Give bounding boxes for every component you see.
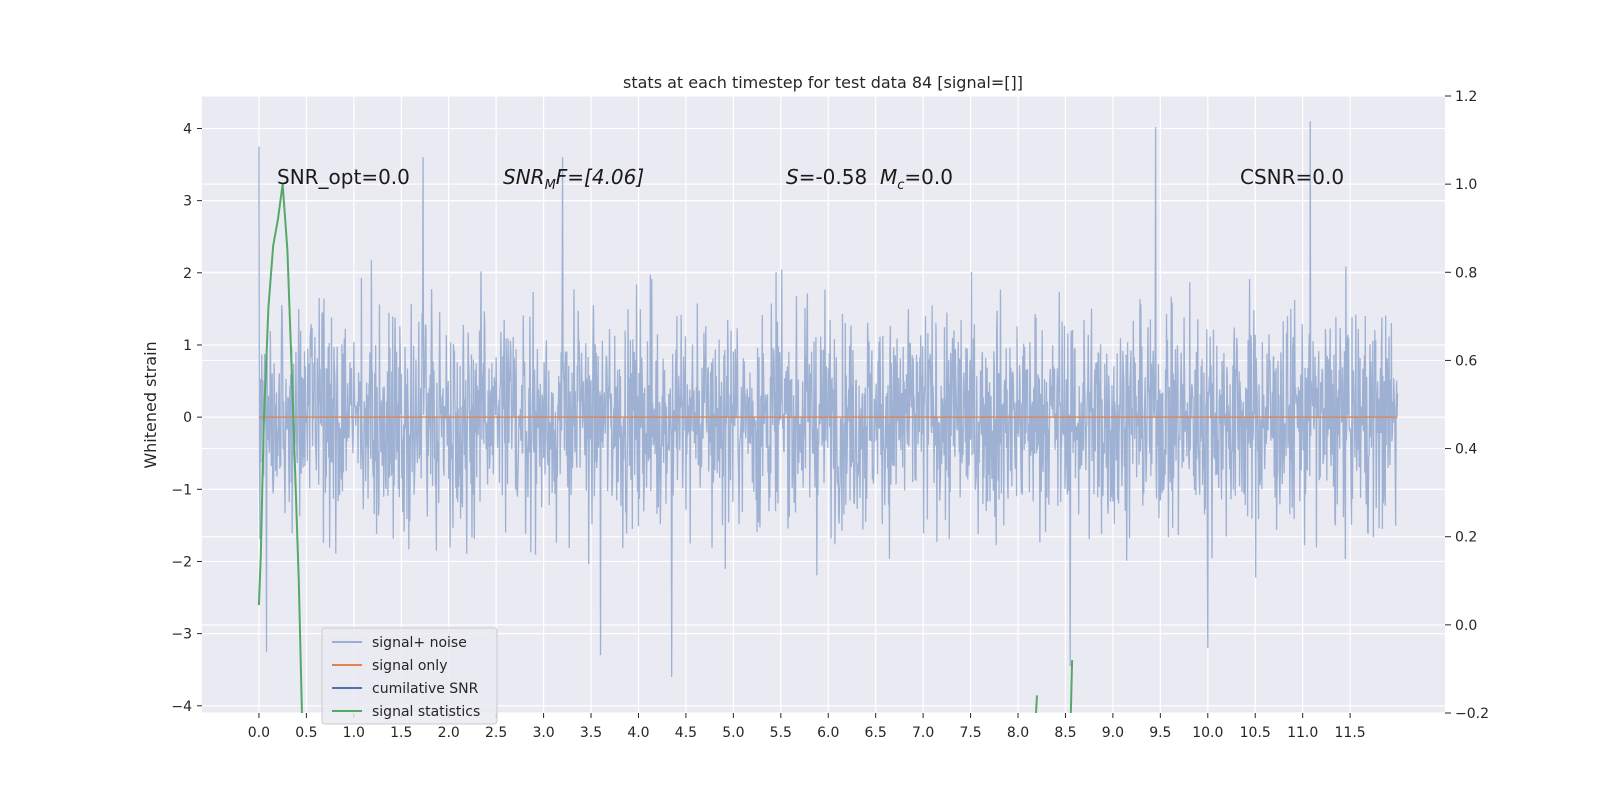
- x-tick-label: 0.5: [295, 725, 317, 741]
- x-tick-label: 6.5: [865, 725, 887, 741]
- snr-mf-main: SNR: [503, 165, 545, 189]
- legend-label: signal+ noise: [372, 635, 467, 651]
- y2-tick-label: 0.6: [1455, 353, 1477, 369]
- y2-tick-label: 1.2: [1455, 89, 1477, 105]
- mc-annotation: Mc=0.0: [880, 165, 953, 193]
- snr-mf-annotation: SNRMF=[4.06]: [503, 165, 644, 193]
- legend-label: signal only: [372, 658, 447, 674]
- y-tick-label: 1: [183, 338, 192, 354]
- y-tick-label: 3: [183, 194, 192, 210]
- y-axis-label: Whitened strain: [141, 341, 160, 468]
- x-tick-label: 5.0: [722, 725, 744, 741]
- y2-tick-label: 1.0: [1455, 177, 1477, 193]
- x-tick-label: 8.0: [1007, 725, 1029, 741]
- legend: signal+ noise signal only cumilative SNR si…: [321, 627, 498, 725]
- x-tick-label: 2.5: [485, 725, 507, 741]
- signal-statistics-line: [257, 184, 303, 713]
- signal-noise-series: [258, 121, 1399, 677]
- x-tick-label: 7.5: [959, 725, 981, 741]
- y-tick-label: −2: [171, 554, 192, 570]
- snr-opt-annotation: SNR_opt=0.0: [277, 165, 410, 189]
- y2-tick-label: −0.2: [1455, 706, 1489, 722]
- mc-label: M: [880, 165, 897, 189]
- x-tick-label: 4.5: [675, 725, 697, 741]
- signal-noise-line: [258, 121, 1399, 677]
- x-tick-label: 0.0: [248, 725, 270, 741]
- y-tick-label: −4: [171, 699, 192, 715]
- s-label: S: [786, 165, 799, 189]
- snr-mf-sub: M: [545, 178, 556, 193]
- x-tick-label: 4.0: [627, 725, 649, 741]
- y-axis-right: 1.2 1.0 0.8 0.6 0.4 0.2 0.0 −0.2: [1445, 89, 1489, 722]
- y-tick-label: −1: [171, 482, 192, 498]
- s-annotation: S=-0.58: [786, 165, 867, 189]
- y-tick-label: 4: [183, 121, 192, 137]
- x-tick-label: 11.5: [1335, 725, 1366, 741]
- x-axis: 0.0 0.5 1.0 1.5 2.0 2.5 3.0 3.5 4.0 4.5 5.0 5.5 6.0 6…: [248, 713, 1366, 741]
- y-axis-left: 4 3 2 1 0 −1 −2 −3 −4: [171, 121, 202, 715]
- y-tick-label: 2: [183, 266, 192, 282]
- x-tick-label: 2.0: [438, 725, 460, 741]
- x-tick-label: 10.0: [1192, 725, 1223, 741]
- signal-statistics-line: [1069, 660, 1074, 713]
- legend-box: [321, 627, 498, 725]
- mc-value: =0.0: [904, 165, 953, 189]
- annotations: SNR_opt=0.0 SNRMF=[4.06] S=-0.58 Mc=0.0 …: [277, 165, 1344, 193]
- legend-label: signal statistics: [372, 704, 480, 720]
- chart-title: stats at each timestep for test data 84 …: [623, 73, 1023, 92]
- y-tick-label: −3: [171, 627, 192, 643]
- s-value: =-0.58: [799, 165, 868, 189]
- y2-tick-label: 0.4: [1455, 442, 1477, 458]
- x-tick-label: 8.5: [1054, 725, 1076, 741]
- x-tick-label: 6.0: [817, 725, 839, 741]
- x-tick-label: 10.5: [1240, 725, 1271, 741]
- x-tick-label: 9.0: [1102, 725, 1124, 741]
- signal-statistics-line: [1034, 695, 1038, 713]
- y2-tick-label: 0.8: [1455, 265, 1477, 281]
- y-tick-label: 0: [183, 410, 192, 426]
- y2-tick-label: 0.2: [1455, 530, 1477, 546]
- mc-sub: c: [897, 178, 904, 193]
- x-tick-label: 1.5: [390, 725, 412, 741]
- x-tick-label: 3.5: [580, 725, 602, 741]
- x-tick-label: 3.0: [532, 725, 554, 741]
- x-tick-label: 9.5: [1149, 725, 1171, 741]
- x-tick-label: 7.0: [912, 725, 934, 741]
- snr-mf-tail: F=[4.06]: [556, 165, 644, 189]
- x-tick-label: 11.0: [1287, 725, 1318, 741]
- csnr-annotation: CSNR=0.0: [1240, 165, 1344, 189]
- line-series: [257, 184, 1398, 713]
- y2-tick-label: 0.0: [1455, 618, 1477, 634]
- x-tick-label: 1.0: [343, 725, 365, 741]
- x-tick-label: 5.5: [770, 725, 792, 741]
- legend-label: cumilative SNR: [372, 681, 479, 697]
